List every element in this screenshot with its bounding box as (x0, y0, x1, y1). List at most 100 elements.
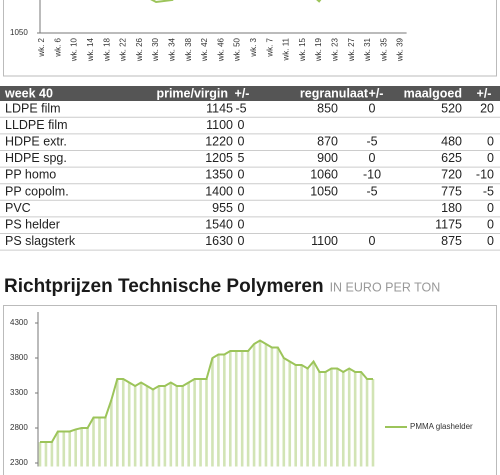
bar (92, 417, 95, 467)
table-cell: 1350 (205, 168, 233, 182)
x-tick-label: wk. 11 (282, 37, 291, 61)
table-header-cell: prime/virgin (156, 86, 228, 100)
table-cell: -10 (476, 168, 494, 182)
section-unit: IN EURO PER TON (330, 280, 441, 294)
x-tick-label: wk. 6 (53, 37, 62, 57)
bar (157, 386, 161, 467)
bar (121, 379, 125, 467)
table-cell: 1630 (205, 234, 233, 248)
x-tick-label: wk. 22 (119, 37, 128, 62)
bar (104, 417, 107, 467)
bar (228, 351, 232, 467)
bar (151, 389, 155, 467)
y-tick-label: 2300 (10, 458, 28, 467)
table-cell: PP copolm. (5, 184, 69, 198)
x-tick-label: wk. 19 (314, 37, 323, 62)
table-cell: 1175 (435, 217, 462, 231)
table-header-cell: regranulaat (300, 86, 369, 100)
bar (294, 365, 297, 467)
bar (205, 379, 208, 467)
table-header-cell: week 40 (4, 86, 53, 100)
table-cell: 1100 (311, 234, 338, 248)
table-cell: 775 (441, 184, 462, 198)
bar (56, 431, 60, 467)
bar (133, 386, 137, 467)
x-tick-label: wk. 14 (86, 37, 95, 62)
bar (324, 372, 327, 467)
y-tick-label: 3300 (10, 388, 28, 397)
bar (318, 372, 321, 467)
table-cell: 0 (238, 217, 245, 231)
table-cell: 480 (441, 134, 462, 148)
x-tick-label: wk. 15 (298, 37, 307, 62)
table-cell: 0 (369, 234, 376, 248)
table-cell: -5 (366, 134, 377, 148)
bar (371, 379, 375, 467)
legend-label: PMMA glashelder (410, 422, 473, 431)
table-cell: 1050 (310, 184, 338, 198)
bar (139, 382, 143, 467)
table-cell: 875 (441, 234, 462, 248)
bar (258, 340, 262, 467)
table-cell: 1060 (310, 168, 338, 182)
bar (246, 351, 250, 467)
bar (306, 368, 309, 467)
bar (80, 428, 83, 467)
bar (86, 428, 89, 467)
bar (234, 351, 238, 467)
x-tick-label: wk. 27 (347, 37, 356, 62)
bar (193, 379, 196, 467)
table-cell: 625 (441, 151, 462, 165)
bar (288, 361, 292, 467)
line (150, 0, 322, 4)
table-cell: 5 (238, 151, 245, 165)
bar (68, 431, 72, 467)
y-tick-label: 2800 (10, 423, 28, 432)
top-chart-frame (3, 0, 497, 77)
table-cell: 180 (441, 201, 462, 215)
x-tick-label: wk. 18 (102, 37, 111, 62)
table-cell: 20 (480, 101, 494, 115)
bar (217, 354, 220, 467)
bar (199, 379, 202, 467)
table-cell: 0 (369, 151, 376, 165)
x-tick-label: wk. 31 (363, 37, 372, 62)
bar (127, 382, 131, 467)
x-tick-label: wk. 46 (216, 37, 225, 62)
x-tick-label: wk. 39 (396, 37, 405, 62)
table-cell: 520 (441, 101, 462, 115)
table-cell: 0 (238, 134, 245, 148)
bar (341, 372, 345, 467)
bar (175, 386, 179, 467)
x-tick-label: wk. 42 (200, 37, 209, 62)
bar (336, 368, 339, 467)
bar (211, 358, 214, 467)
bar (163, 386, 167, 467)
table-header-bg (0, 86, 500, 101)
table-cell: 0 (487, 234, 494, 248)
bar (187, 382, 190, 467)
table-cell: LLDPE film (5, 118, 68, 132)
table-cell: 0 (238, 201, 245, 215)
table-cell: 955 (212, 201, 233, 215)
bar (44, 442, 48, 467)
bar (98, 417, 101, 467)
table-header-cell: +/- (369, 86, 384, 100)
x-tick-label: wk. 50 (233, 37, 242, 62)
x-tick-label: wk. 26 (135, 37, 144, 62)
x-tick-label: wk. 35 (379, 37, 388, 62)
bar (116, 379, 119, 467)
table-cell: PS slagsterk (5, 234, 76, 248)
table-header-cell: maalgoed (404, 86, 462, 100)
table-cell: 870 (317, 134, 338, 148)
x-tick-label: wk. 10 (70, 37, 79, 62)
bar (110, 400, 113, 467)
bar (62, 431, 66, 467)
y-tick-label: 3800 (10, 353, 28, 362)
table-cell: 1400 (205, 184, 233, 198)
x-tick-label: wk. 38 (184, 37, 193, 62)
table-cell: 0 (238, 234, 245, 248)
bar (252, 344, 256, 467)
table-cell: 720 (441, 168, 462, 182)
table-cell: 1540 (205, 217, 233, 231)
